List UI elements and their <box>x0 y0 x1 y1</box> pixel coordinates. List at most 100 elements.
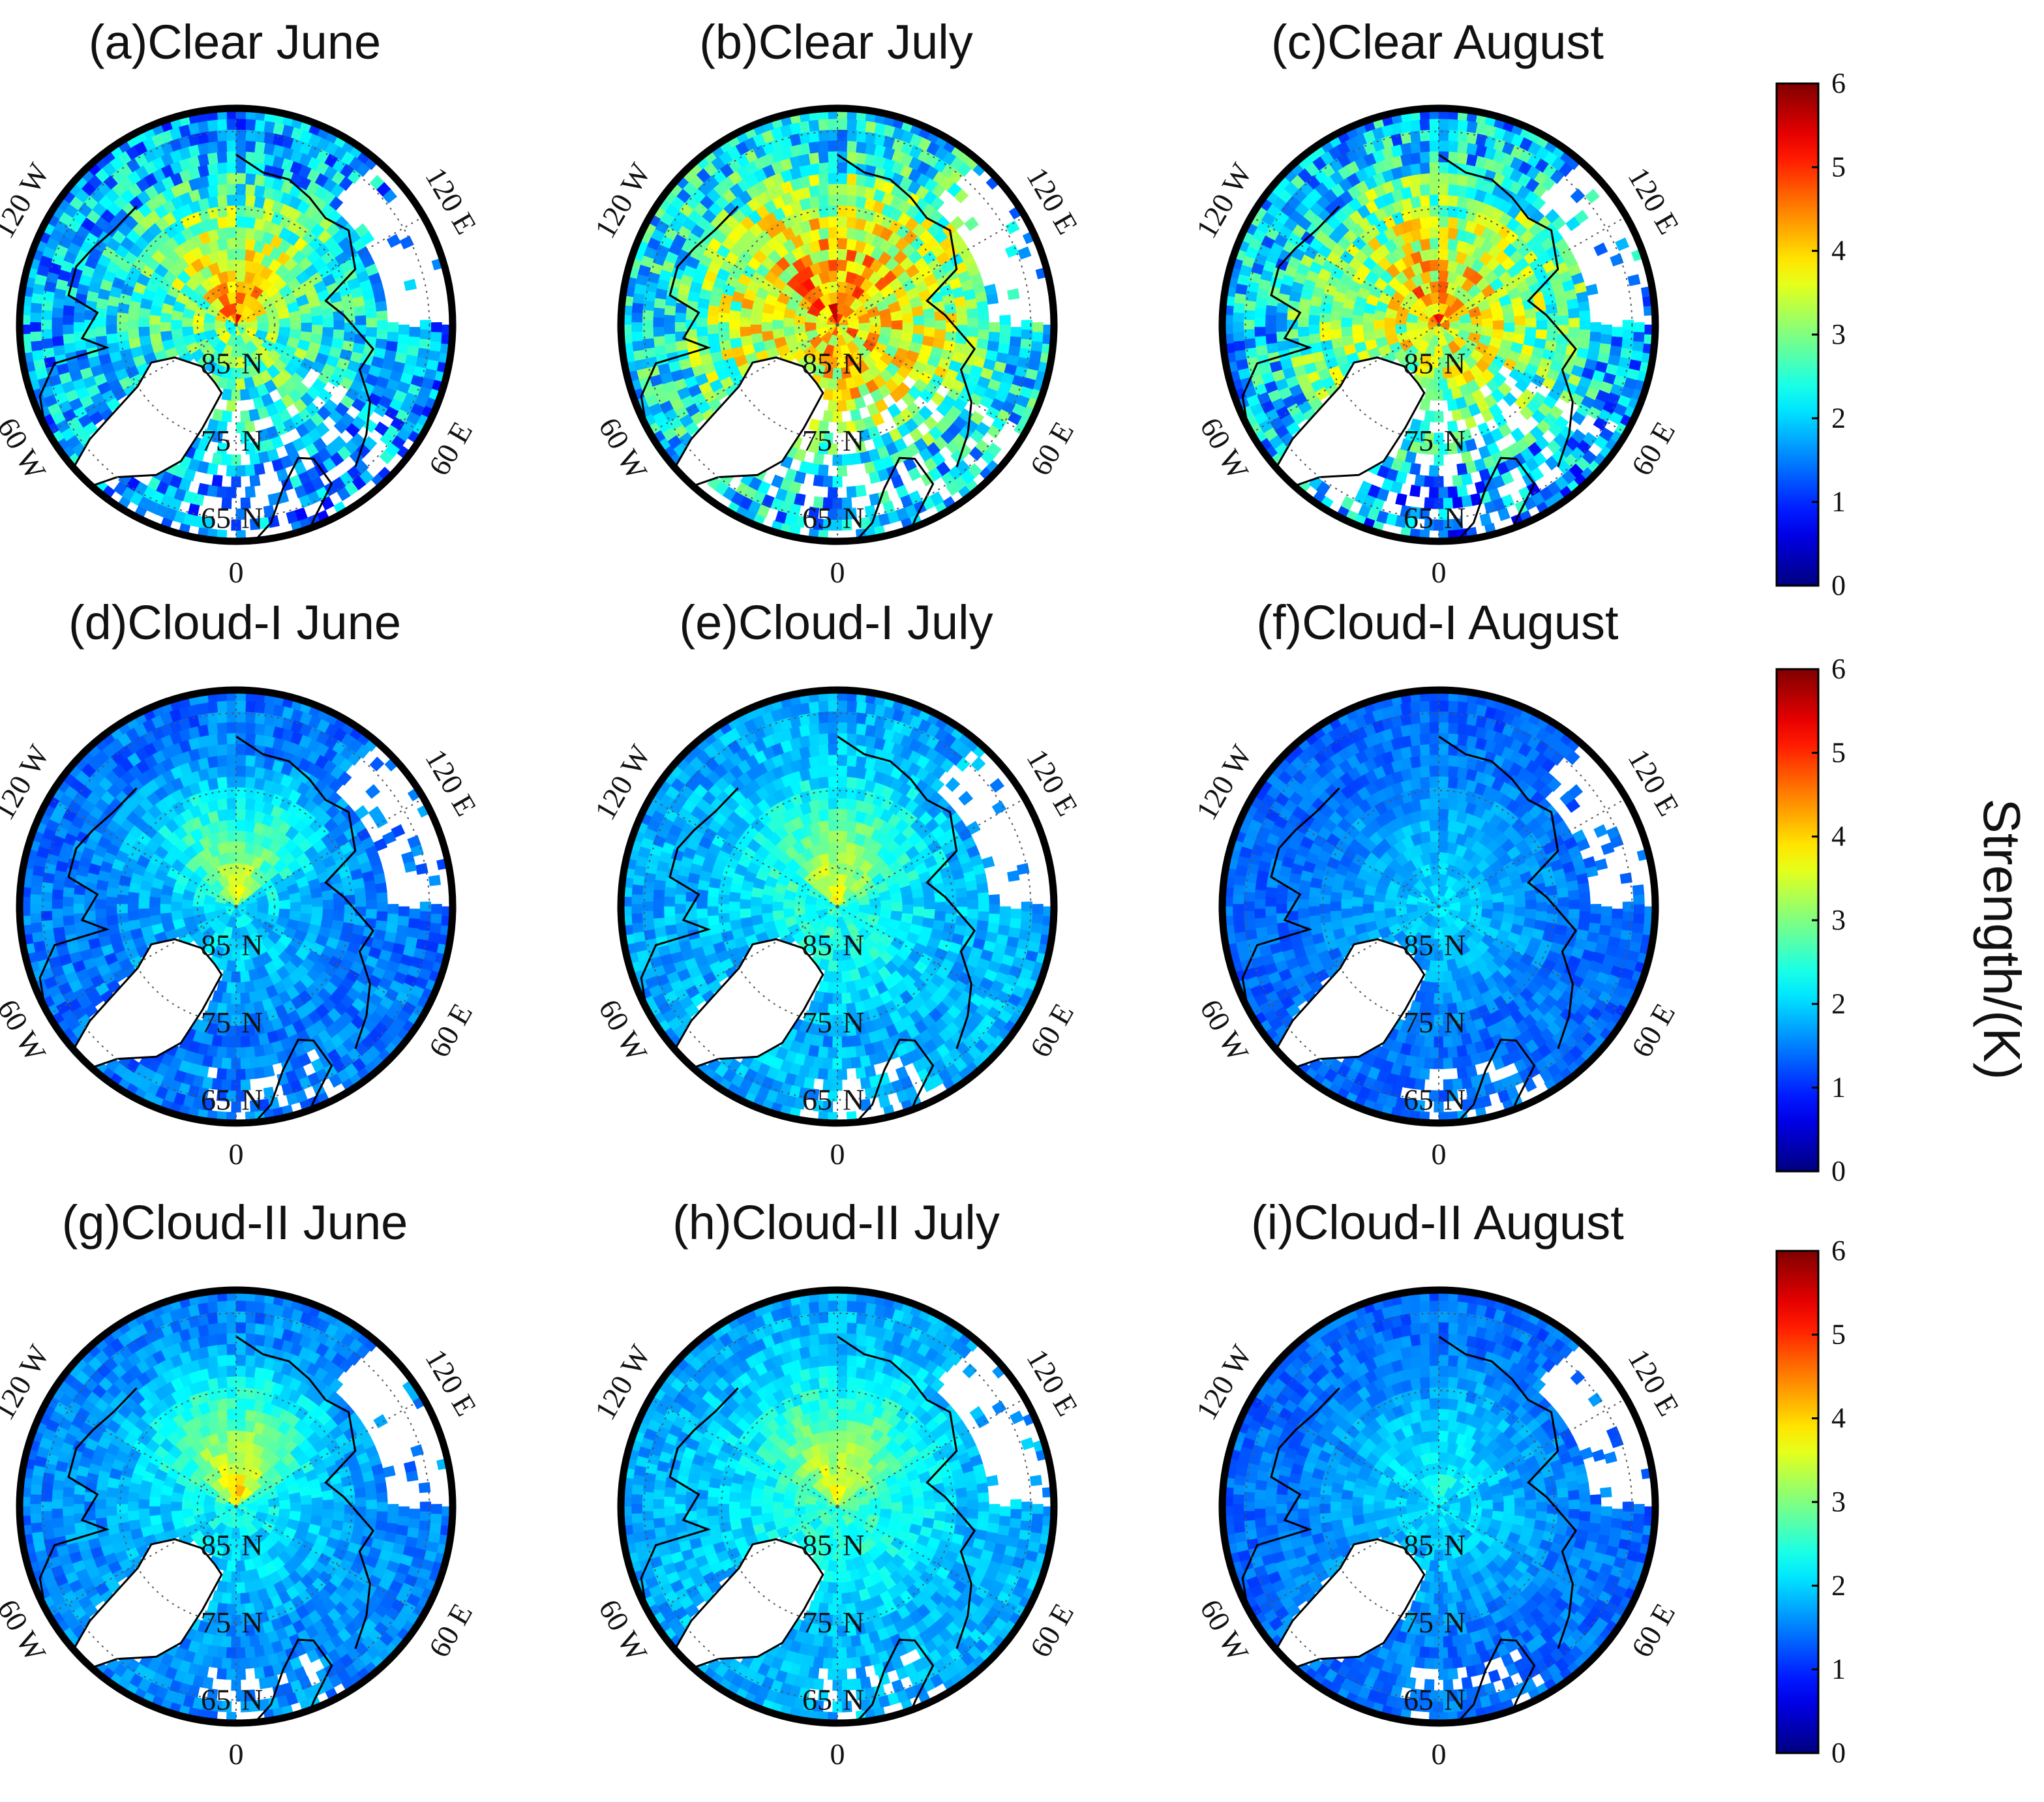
data-cell <box>1610 336 1623 347</box>
data-cell <box>235 270 247 283</box>
data-cell <box>226 162 237 174</box>
data-cell <box>31 340 44 352</box>
data-cell <box>1609 345 1622 357</box>
data-cell <box>912 314 925 325</box>
data-cell <box>374 338 387 350</box>
data-cell <box>311 896 323 907</box>
data-cell <box>832 498 843 509</box>
data-cell <box>207 701 218 714</box>
data-cell <box>1615 237 1630 251</box>
data-cell <box>127 910 140 922</box>
data-cell <box>761 322 774 333</box>
data-cell <box>1510 427 1525 443</box>
data-cell <box>386 913 399 924</box>
data-cell <box>95 317 107 328</box>
data-cell <box>428 340 442 352</box>
data-cell <box>837 216 848 228</box>
data-cell <box>417 929 430 941</box>
data-cell <box>322 326 334 337</box>
data-cell <box>887 403 902 418</box>
longitude-label: 0 <box>229 1137 244 1171</box>
data-cell <box>1319 312 1332 323</box>
data-cell <box>740 317 751 328</box>
data-cell <box>1557 314 1569 325</box>
data-cell <box>1419 140 1430 153</box>
coastline <box>235 153 375 468</box>
data-cell <box>245 787 256 800</box>
data-cell <box>631 303 644 314</box>
data-cell <box>1409 485 1421 498</box>
data-cell <box>837 162 848 174</box>
data-cell <box>52 336 65 347</box>
data-cell <box>117 903 128 914</box>
data-cell <box>226 711 237 723</box>
data-cell <box>664 305 676 316</box>
data-cell <box>708 305 720 316</box>
data-cell <box>1021 320 1032 330</box>
data-cell <box>418 920 431 931</box>
data-cell <box>408 327 421 337</box>
data-cell <box>837 227 848 239</box>
data-cell <box>138 317 150 328</box>
data-cell <box>846 217 857 230</box>
data-cell <box>783 317 795 328</box>
data-cell <box>149 896 161 907</box>
data-cell <box>32 283 46 295</box>
data-cell <box>235 798 247 810</box>
data-cell <box>1438 314 1445 326</box>
data-cell <box>30 894 42 905</box>
data-cell <box>1428 173 1439 185</box>
data-cell <box>1619 347 1632 359</box>
data-cell <box>969 411 985 426</box>
data-cell <box>1447 227 1458 241</box>
data-cell <box>912 324 925 335</box>
data-cell <box>1492 320 1504 330</box>
data-cell <box>1419 173 1430 186</box>
data-cell <box>999 314 1011 325</box>
data-cell <box>221 410 232 423</box>
data-cell <box>240 1057 251 1070</box>
data-cell <box>231 1014 241 1026</box>
data-cell <box>1245 290 1258 303</box>
panel-title-b: (b)Clear July <box>699 15 972 69</box>
data-cell <box>655 288 668 300</box>
data-cell <box>827 216 838 228</box>
data-cell <box>117 331 130 342</box>
data-cell <box>718 312 730 323</box>
latitude-label: 85 <box>201 928 231 961</box>
data-cell <box>73 894 85 905</box>
data-cell <box>822 475 834 488</box>
data-cell <box>890 474 904 489</box>
data-cell <box>311 906 323 917</box>
data-cell <box>924 317 935 328</box>
data-cell <box>387 903 399 914</box>
data-cell <box>664 324 676 335</box>
data-cell <box>235 162 247 174</box>
data-cell <box>1428 194 1439 207</box>
data-cell <box>221 970 232 983</box>
data-cell <box>52 879 65 891</box>
data-cell <box>353 886 366 898</box>
data-cell <box>1414 474 1426 487</box>
data-cell <box>127 310 140 321</box>
data-cell <box>1362 312 1375 323</box>
data-cell <box>837 183 848 196</box>
data-cell <box>160 903 172 914</box>
data-cell <box>365 317 378 328</box>
data-cell <box>967 463 983 479</box>
data-cell <box>1524 326 1537 337</box>
data-cell <box>207 712 218 725</box>
data-cell <box>332 910 345 922</box>
data-cell <box>1434 432 1444 444</box>
data-cell <box>254 174 265 187</box>
data-cell <box>653 317 665 328</box>
data-cell <box>1447 140 1459 153</box>
data-cell <box>245 464 256 477</box>
data-cell <box>226 487 237 498</box>
data-cell <box>827 237 838 250</box>
data-cell <box>106 324 118 335</box>
data-cell <box>1593 242 1608 256</box>
data-cell <box>376 329 388 340</box>
data-cell <box>1621 338 1634 350</box>
data-cell <box>117 894 129 905</box>
